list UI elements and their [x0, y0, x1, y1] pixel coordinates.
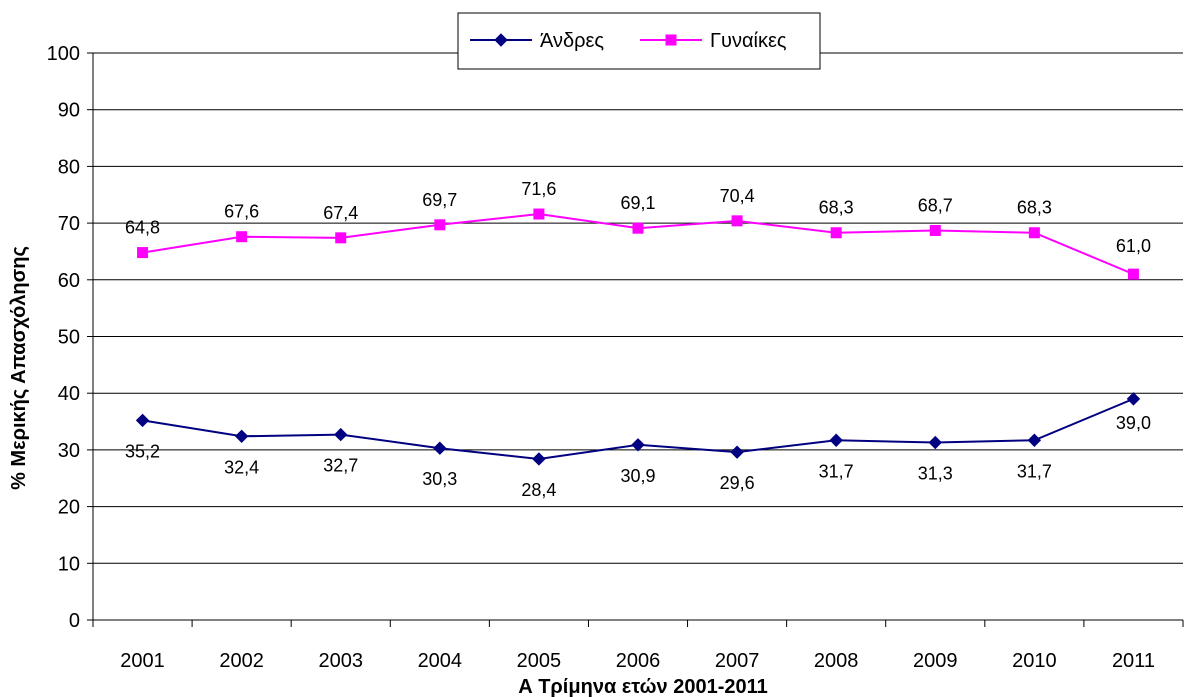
y-tick-label: 80 — [58, 156, 80, 178]
data-point-square — [236, 231, 248, 243]
data-label: 64,8 — [125, 218, 160, 238]
data-label: 28,4 — [521, 480, 556, 500]
y-tick-label: 70 — [58, 213, 80, 235]
data-label: 31,7 — [819, 461, 854, 481]
x-tick-label: 2003 — [318, 650, 363, 672]
data-point-diamond — [433, 441, 447, 455]
y-tick-label: 40 — [58, 383, 80, 405]
x-tick-label: 2008 — [814, 650, 859, 672]
data-label: 68,7 — [918, 195, 953, 215]
data-label: 69,7 — [422, 190, 457, 210]
data-point-square — [632, 222, 644, 234]
data-point-square — [929, 224, 941, 236]
data-point-square — [434, 219, 446, 231]
x-axis-title: Α Τρίμηνα ετών 2001-2011 — [518, 676, 768, 697]
y-tick-label: 50 — [58, 327, 80, 349]
legend: Άνδρες Γυναίκες — [457, 12, 821, 70]
data-label: 67,6 — [224, 202, 259, 222]
data-point-diamond — [532, 452, 546, 466]
data-label: 68,3 — [1017, 198, 1052, 218]
data-point-square — [335, 232, 347, 244]
data-point-diamond — [234, 429, 249, 443]
data-point-diamond — [829, 433, 843, 447]
x-tick-label: 2006 — [616, 650, 661, 672]
data-point-diamond — [334, 427, 348, 442]
x-tick-label: 2002 — [219, 650, 264, 672]
data-point-diamond — [494, 33, 508, 47]
x-tick-label: 2007 — [715, 650, 760, 672]
legend-label: Άνδρες — [540, 30, 604, 52]
data-label: 30,3 — [422, 469, 457, 489]
x-axis: 2001 2002 2003 2004 2005 2006 2007 2008 2009 2010… — [92, 619, 1184, 672]
data-label: 69,1 — [620, 193, 655, 213]
x-tick-label: 2009 — [913, 650, 958, 672]
y-tick-label: 20 — [58, 497, 80, 519]
data-label: 31,3 — [918, 464, 953, 484]
series-group: 35,2 32,4 32,7 30,3 28,4 30,9 29,6 31,7 31,3 31,7… — [125, 179, 1151, 500]
data-point-diamond — [928, 435, 942, 450]
data-point-diamond — [1027, 433, 1042, 447]
data-label: 32,4 — [224, 457, 259, 477]
data-point-diamond — [631, 438, 645, 452]
data-label: 30,9 — [620, 466, 655, 486]
data-point-square — [1028, 227, 1040, 239]
y-axis-title: % Μερικής Απασχόλησης — [8, 246, 30, 490]
x-tick-label: 2001 — [120, 650, 165, 672]
x-tick-label: 2004 — [418, 650, 463, 672]
series-men: 35,2 32,4 32,7 30,3 28,4 30,9 29,6 31,7 31,3 31,7… — [125, 392, 1151, 500]
data-point-diamond — [1126, 392, 1141, 406]
x-tick-label: 2010 — [1012, 650, 1057, 672]
data-point-diamond — [730, 445, 744, 459]
data-point-square — [137, 247, 149, 259]
series-women: 64,8 67,6 67,4 69,7 71,6 69,1 70,4 68,3 68,7 68,3… — [125, 179, 1151, 280]
y-tick-label: 90 — [58, 100, 80, 122]
x-tick-label: 2005 — [517, 650, 562, 672]
data-point-diamond — [135, 413, 150, 428]
y-tick-label: 10 — [58, 553, 80, 575]
data-point-square — [1127, 268, 1139, 280]
y-tick-label: 0 — [69, 610, 80, 632]
y-tick-label: 60 — [58, 270, 80, 292]
data-point-square — [830, 227, 842, 239]
data-label: 29,6 — [720, 473, 755, 493]
data-label: 31,7 — [1017, 461, 1052, 481]
data-label: 71,6 — [521, 179, 556, 199]
y-tick-label: 100 — [47, 43, 80, 65]
data-label: 35,2 — [125, 441, 160, 461]
x-tick-label: 2011 — [1112, 650, 1155, 672]
data-label: 68,3 — [819, 198, 854, 218]
data-label: 32,7 — [323, 456, 358, 476]
data-point-square — [731, 215, 743, 227]
gridlines — [93, 52, 1183, 564]
y-tick-label: 30 — [58, 440, 80, 462]
y-axis: 0 10 20 30 40 50 60 70 80 90 100 — [47, 43, 94, 632]
data-label: 61,0 — [1116, 236, 1151, 256]
data-label: 70,4 — [720, 186, 755, 206]
data-label: 67,4 — [323, 203, 358, 223]
data-point-square — [665, 34, 677, 46]
data-label: 39,0 — [1116, 413, 1151, 433]
data-point-square — [533, 208, 545, 220]
legend-label: Γυναίκες — [710, 30, 787, 52]
